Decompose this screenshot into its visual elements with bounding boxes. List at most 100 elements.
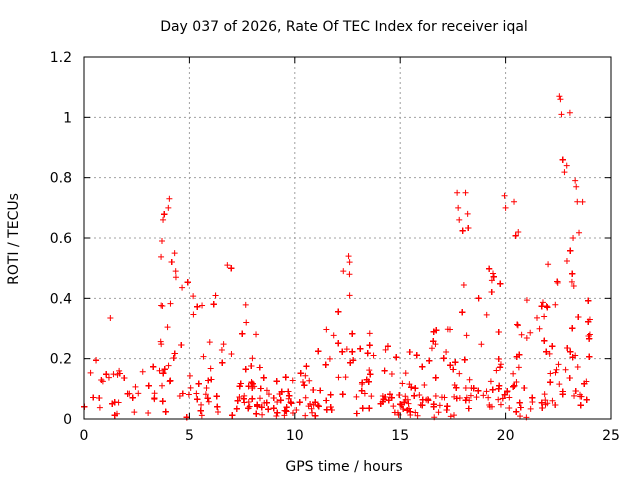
data-point <box>436 402 443 409</box>
data-point <box>185 391 192 398</box>
data-point <box>302 394 309 401</box>
data-point <box>541 313 548 320</box>
data-point <box>390 403 397 410</box>
data-point <box>493 367 500 374</box>
data-points <box>81 93 593 421</box>
data-point <box>202 391 209 398</box>
data-point <box>368 393 375 400</box>
data-point <box>462 384 469 391</box>
data-point <box>513 379 520 386</box>
data-point <box>110 371 117 378</box>
data-point <box>568 278 575 285</box>
data-point <box>467 392 474 399</box>
data-point <box>536 325 543 332</box>
data-point <box>414 412 421 419</box>
data-point <box>198 412 205 419</box>
data-point <box>541 391 548 398</box>
data-point <box>172 274 179 281</box>
data-point <box>576 391 583 398</box>
data-point <box>135 390 142 397</box>
data-point <box>243 319 250 326</box>
data-point <box>302 412 309 419</box>
data-point <box>198 401 205 408</box>
data-point <box>517 413 524 420</box>
data-point <box>228 350 235 357</box>
data-point <box>514 322 521 329</box>
chart-title: Day 037 of 2026, Rate Of TEC Index for r… <box>160 19 528 35</box>
data-point <box>523 334 530 341</box>
data-point <box>456 370 463 377</box>
data-point <box>253 331 260 338</box>
data-point <box>428 345 435 352</box>
data-point <box>273 413 280 420</box>
data-point <box>563 258 570 265</box>
data-point <box>353 393 360 400</box>
data-point <box>309 409 316 416</box>
data-point <box>214 408 221 415</box>
data-point <box>203 384 210 391</box>
data-point <box>463 332 470 339</box>
data-point <box>105 374 112 381</box>
data-point <box>466 376 473 383</box>
data-point <box>343 346 350 353</box>
data-point <box>326 355 333 362</box>
data-point <box>523 297 530 304</box>
data-point <box>99 378 106 385</box>
data-point <box>220 341 227 348</box>
data-point <box>443 348 450 355</box>
data-point <box>207 365 214 372</box>
data-point <box>579 198 586 205</box>
data-point <box>483 388 490 395</box>
data-point <box>335 374 342 381</box>
data-point <box>116 367 123 374</box>
data-point <box>190 293 197 300</box>
data-point <box>488 277 495 284</box>
data-point <box>447 326 454 333</box>
data-point <box>300 379 307 386</box>
data-point <box>463 394 470 401</box>
data-point <box>441 394 448 401</box>
data-point <box>487 378 494 385</box>
data-point <box>241 399 248 406</box>
data-point <box>330 332 337 339</box>
data-point <box>139 368 146 375</box>
data-point <box>574 364 581 371</box>
data-point <box>205 398 212 405</box>
data-point <box>388 371 395 378</box>
data-point <box>527 405 534 412</box>
data-point <box>412 409 419 416</box>
data-point <box>570 282 577 289</box>
data-point <box>406 381 413 388</box>
data-point <box>302 372 309 379</box>
data-point <box>159 303 166 310</box>
data-point <box>416 391 423 398</box>
grid-lines <box>84 57 611 419</box>
data-point <box>165 362 172 369</box>
data-point <box>485 394 492 401</box>
data-point <box>158 302 165 309</box>
data-point <box>549 397 556 404</box>
data-point <box>96 404 103 411</box>
data-point <box>186 372 193 379</box>
data-point <box>510 370 517 377</box>
data-point <box>370 352 377 359</box>
data-point <box>460 282 467 289</box>
data-point <box>544 400 551 407</box>
data-point <box>366 367 373 374</box>
data-point <box>546 350 553 357</box>
data-point <box>193 390 200 397</box>
data-point <box>382 346 389 353</box>
data-point <box>399 380 406 387</box>
data-point <box>178 342 185 349</box>
data-point <box>527 329 534 336</box>
data-point <box>323 326 330 333</box>
data-point <box>539 299 546 306</box>
data-point <box>534 314 541 321</box>
data-point <box>361 390 368 397</box>
data-point <box>87 369 94 376</box>
data-point <box>166 378 173 385</box>
data-point <box>432 392 439 399</box>
data-point <box>206 339 213 346</box>
data-point <box>342 374 349 381</box>
data-point <box>274 399 281 406</box>
